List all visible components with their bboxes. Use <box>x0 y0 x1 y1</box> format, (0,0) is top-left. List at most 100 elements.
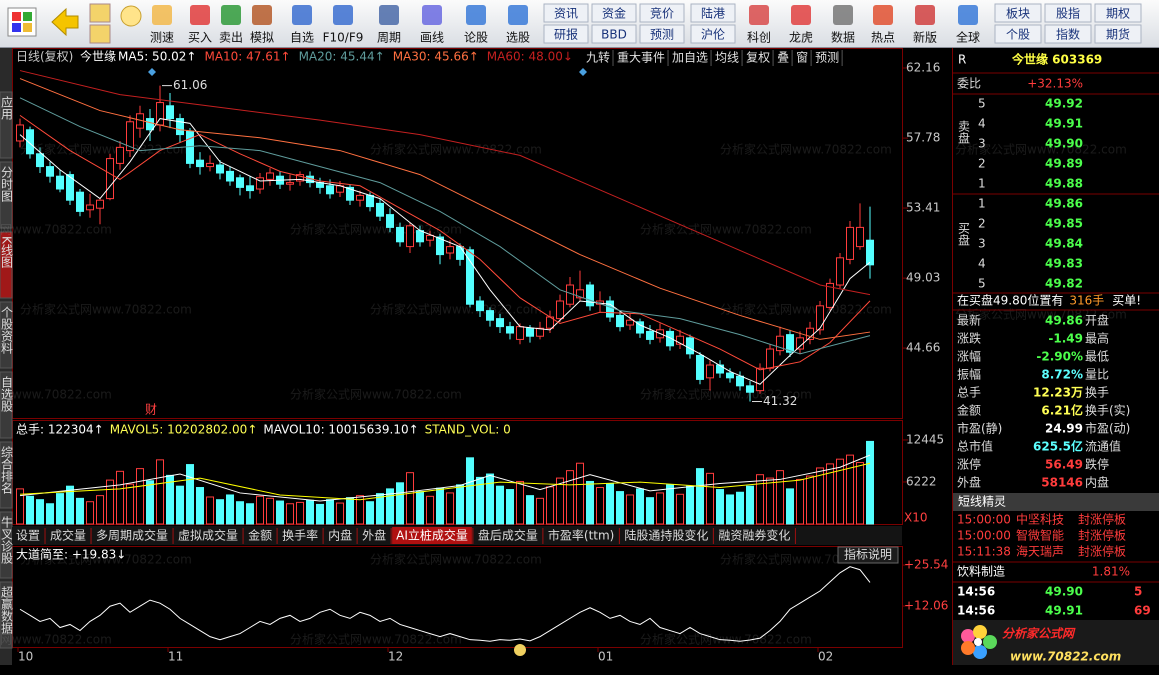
chart-tool-button[interactable]: 预测 <box>815 51 839 65</box>
toolbar-icon[interactable] <box>466 5 486 25</box>
toolbar-button-label[interactable]: F10/F9 <box>323 31 364 45</box>
toolbar-icon[interactable] <box>333 5 353 25</box>
toolbar-icon[interactable] <box>791 5 811 25</box>
chart-tool-button[interactable]: 九转 <box>586 50 610 65</box>
toolbar-icon[interactable] <box>252 5 272 25</box>
indicator-tab-label[interactable]: 设置 <box>16 529 40 543</box>
toolbar-grid-label[interactable]: 板块 <box>1006 7 1030 21</box>
toolbar-grid-label[interactable]: 个股 <box>1006 28 1030 42</box>
chart-tool-button[interactable]: 均线 <box>715 51 739 65</box>
indicator-tab-label[interactable]: AI立桩成交量 <box>396 528 468 543</box>
toolbar-button-label[interactable]: 模拟 <box>250 31 274 45</box>
side-tab[interactable] <box>0 441 13 509</box>
indicator-tab[interactable] <box>543 527 619 544</box>
toolbar-button-label[interactable]: 科创 <box>747 31 771 45</box>
toolbar-button-label[interactable]: 数据 <box>831 30 855 45</box>
side-tab[interactable] <box>0 91 13 159</box>
indicator-tab[interactable] <box>620 527 713 544</box>
indicator-tab-label[interactable]: 虚拟成交量 <box>178 528 238 543</box>
side-tab-label[interactable]: 自选股 <box>0 376 14 413</box>
toolbar-grid-button[interactable] <box>639 3 685 23</box>
toolbar-grid-label[interactable]: 陆港 <box>701 6 725 21</box>
toolbar-button-label[interactable]: 卖出 <box>219 31 243 45</box>
toolbar-button-label[interactable]: 论股 <box>464 31 488 45</box>
chart-tool-button[interactable]: 复权 <box>746 51 770 65</box>
indicator-tab[interactable] <box>473 527 542 544</box>
chart-tool-button[interactable]: 窗 <box>796 51 808 65</box>
indicator-tab-label[interactable]: 融资融券变化 <box>718 528 790 543</box>
side-tab-label[interactable]: 分时图 <box>0 166 14 202</box>
toolbar-icon[interactable] <box>873 5 893 25</box>
indicator-tab[interactable] <box>324 527 357 544</box>
side-tab-label[interactable]: 牛叉诊股 <box>0 515 14 565</box>
indicator-tab-label[interactable]: 陆股通持股变化 <box>624 528 708 543</box>
toolbar-grid-button[interactable] <box>591 3 637 23</box>
side-tab-label[interactable]: K线图 <box>0 236 14 268</box>
toolbar-icon[interactable] <box>508 5 528 25</box>
toolbar-button-label[interactable]: 龙虎 <box>789 31 813 45</box>
indicator-tab[interactable] <box>174 527 243 544</box>
indicator-tab[interactable] <box>714 527 795 544</box>
indicator-tab[interactable] <box>278 527 323 544</box>
indicator-tab-label[interactable]: 外盘 <box>362 528 386 543</box>
side-tab[interactable] <box>0 511 13 579</box>
toolbar-grid-button[interactable] <box>1044 24 1092 44</box>
toolbar-icon[interactable] <box>292 5 312 25</box>
toolbar-grid-button[interactable] <box>639 24 685 44</box>
side-tab-label[interactable]: 超赢数据 <box>0 585 14 635</box>
toolbar-button-label[interactable]: 新版 <box>913 30 937 45</box>
indicator-tab[interactable] <box>46 527 91 544</box>
toolbar-grid-button[interactable] <box>591 24 637 44</box>
side-tab[interactable] <box>0 581 13 649</box>
indicator-tab[interactable] <box>12 527 45 544</box>
toolbar-button-label[interactable]: 测速 <box>150 31 174 45</box>
toolbar-grid-button[interactable] <box>543 3 589 23</box>
chart-tool-button[interactable]: 加自选 <box>672 51 708 65</box>
indicator-tab[interactable] <box>358 527 391 544</box>
back-button[interactable] <box>51 7 79 37</box>
toolbar-grid-button[interactable] <box>690 3 736 23</box>
indicator-tab-label[interactable]: 多周期成交量 <box>96 528 168 543</box>
side-tab-label[interactable]: 应用 <box>0 95 14 121</box>
toolbar-icon[interactable] <box>190 5 210 25</box>
indicator-tab-label[interactable]: 市盈率(ttm) <box>548 528 614 543</box>
toolbar-icon[interactable] <box>152 5 172 25</box>
side-tab[interactable] <box>0 371 13 439</box>
toolbar-grid-button[interactable] <box>1094 3 1142 23</box>
side-tab-label[interactable]: 综合排名 <box>0 446 14 494</box>
indicator-tab-label[interactable]: 金额 <box>248 528 272 543</box>
toolbar-grid-label[interactable]: 期权 <box>1106 7 1130 21</box>
toolbar-grid-button[interactable] <box>994 24 1042 44</box>
toolbar-grid-label[interactable]: 预测 <box>650 28 674 42</box>
indicator-tab[interactable] <box>244 527 277 544</box>
indicator-tab-label[interactable]: 成交量 <box>50 528 86 543</box>
toolbar-button-label[interactable]: 选股 <box>506 31 530 45</box>
toolbar-grid-button[interactable] <box>1044 3 1092 23</box>
toolbar-grid-button[interactable] <box>690 24 736 44</box>
indicator-help-label[interactable]: 指标说明 <box>844 547 892 562</box>
side-tab[interactable] <box>0 301 13 369</box>
toolbar-grid-label[interactable]: 期货 <box>1106 27 1130 42</box>
toolbar-button-label[interactable]: 自选 <box>290 31 314 45</box>
down-button[interactable] <box>89 24 111 44</box>
side-tab[interactable] <box>0 231 13 299</box>
side-tab-label[interactable]: 个股资料 <box>0 306 14 354</box>
toolbar-icon[interactable] <box>915 5 935 25</box>
toolbar-grid-button[interactable] <box>1094 24 1142 44</box>
toolbar-icon[interactable] <box>958 5 978 25</box>
toolbar-button-label[interactable]: 热点 <box>871 31 895 45</box>
chart-tool-button[interactable]: 叠 <box>777 51 789 65</box>
indicator-tab-label[interactable]: 盘后成交量 <box>478 528 538 543</box>
refresh-button[interactable] <box>120 5 142 27</box>
toolbar-grid-button[interactable] <box>994 3 1042 23</box>
toolbar-grid-label[interactable]: 竞价 <box>650 7 674 21</box>
indicator-tab-label[interactable]: 内盘 <box>328 528 352 543</box>
indicator-help-button[interactable] <box>837 546 899 564</box>
side-tab[interactable] <box>0 161 13 229</box>
indicator-tab[interactable] <box>92 527 173 544</box>
toolbar-icon[interactable] <box>379 5 399 25</box>
toolbar-button-label[interactable]: 买入 <box>188 31 212 45</box>
chart-tool-button[interactable]: 重大事件 <box>617 51 665 65</box>
toolbar-grid-label[interactable]: 指数 <box>1056 27 1080 42</box>
toolbar-grid-label[interactable]: 资金 <box>602 6 626 21</box>
